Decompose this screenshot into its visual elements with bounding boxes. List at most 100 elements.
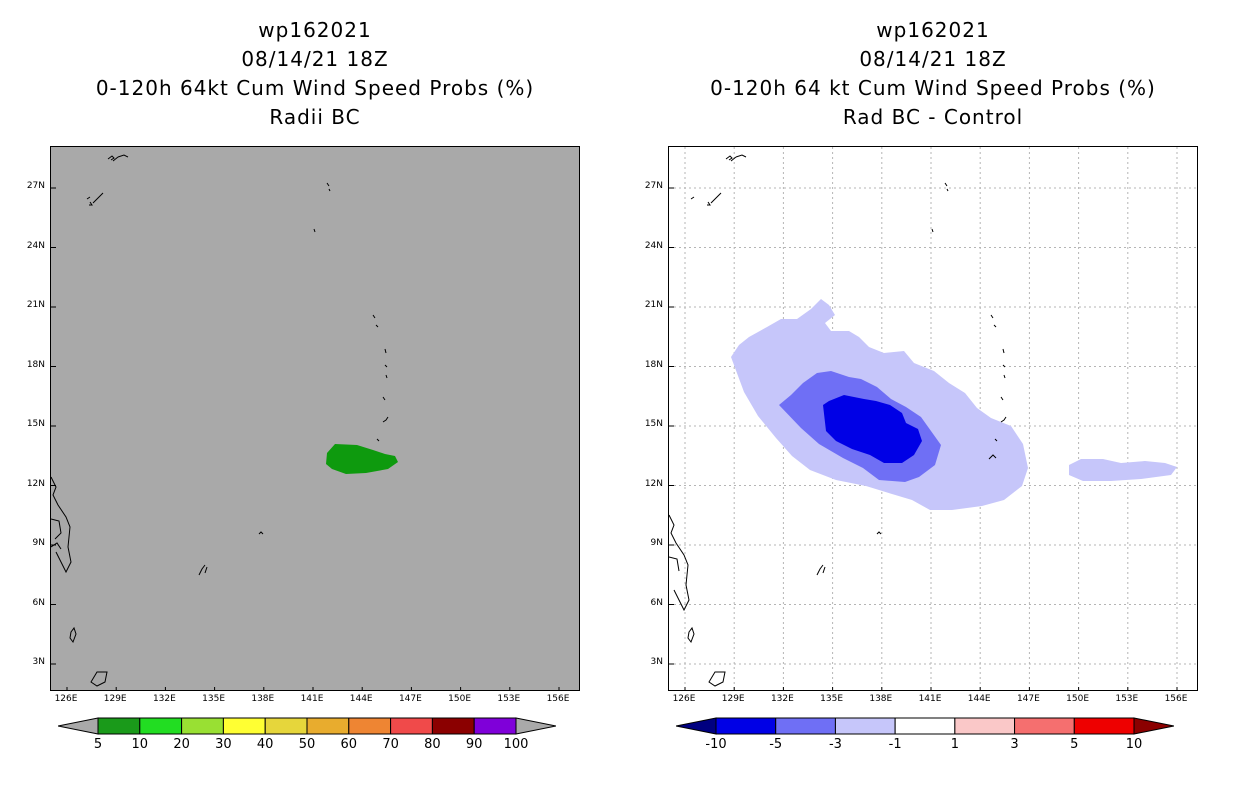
right-date: 08/14/21 18Z [859,47,1007,71]
right-lat-label: 3N [650,657,663,667]
right-lat-label: 21N [644,300,663,310]
right-colorbar-label: -5 [769,737,783,752]
left-colorbar-bin [139,717,183,735]
left-lon-label: 144E [349,694,373,704]
right-product-title: 0-120h 64 kt Cum Wind Speed Probs (%) [710,76,1156,100]
right-colorbar-bin [775,717,836,735]
left-lon-label: 153E [497,694,521,704]
right-colorbar-bin [715,717,777,735]
left-colorbar-label: 100 [503,737,529,752]
left-map-panel [50,146,580,691]
left-bonin-islands [313,182,331,233]
right-southern-islands [687,626,726,687]
right-lat-label: 24N [644,240,663,251]
right-colorbar-bin [894,717,956,735]
left-colorbar-bin [473,717,517,735]
right-colorbar-label: -1 [888,737,902,752]
left-colorbar-bin [181,717,224,735]
right-yap [876,531,882,535]
left-lon-label: 141E [300,694,324,704]
right-lon-label: 135E [820,694,844,704]
left-lon-label: 156E [546,694,570,704]
right-ryukyu-islands [690,154,747,206]
left-lon-label: 147E [398,694,422,704]
right-storm-id: wp162021 [876,18,990,42]
left-product-title: 0-120h 64kt Cum Wind Speed Probs (%) [95,76,535,100]
right-colorbar-label: 5 [1070,737,1079,752]
left-lat-label: 9N [32,538,45,548]
left-colorbar-bin [431,717,475,735]
right-lon-label: 147E [1016,694,1040,704]
left-colorbar-label: 40 [256,737,274,752]
right-colorbar-bin [834,717,896,735]
right-colorbar-label: 3 [1010,737,1019,752]
left-colorbar [58,717,556,735]
left-probability-area [326,444,398,474]
right-lon-label: 141E [918,694,942,704]
right-map-panel [668,146,1198,691]
right-title-block: wp162021 08/14/21 18Z 0-120h 64 kt Cum W… [668,16,1198,132]
left-colorbar-bin [222,717,266,735]
left-colorbar-label: 70 [382,737,399,752]
left-lat-label: 6N [32,597,45,608]
right-lon-label: 132E [770,694,794,704]
right-lon-label: 138E [869,694,893,704]
left-lon-label: 150E [448,694,472,704]
right-ticks [669,187,1178,690]
right-lon-label: 153E [1115,694,1139,704]
left-colorbar-bin [390,717,433,735]
right-lat-label: 18N [644,359,663,370]
left-colorbar-label: 10 [131,737,149,752]
left-colorbar-label: 80 [424,737,441,752]
left-lat-label: 15N [26,419,45,429]
right-colorbar-high-end [1133,717,1174,735]
right-lon-label: 126E [672,694,696,704]
left-yap [258,531,264,535]
left-lon-label: 132E [152,694,176,704]
right-colorbar-label: -3 [828,737,842,752]
right-marianas [988,314,1007,460]
left-colorbar-label: 50 [298,737,316,752]
left-colorbar-high-end [515,717,556,735]
left-philippines-coast [51,476,72,574]
left-lon-label: 129E [103,694,127,704]
left-lon-label: 126E [54,694,78,704]
right-gridlines [669,147,1197,690]
left-lat-label: 18N [26,359,45,370]
left-subtitle: Radii BC [269,105,361,129]
right-colorbar-bin [954,717,1016,735]
left-map-svg [51,154,560,690]
right-colorbar-label: 10 [1125,737,1143,752]
right-subtitle: Rad BC - Control [842,105,1024,129]
right-diff-light-area-east [1069,459,1177,481]
left-ryukyu-islands [86,154,129,206]
right-lat-label: 9N [650,538,663,548]
left-colorbar-label: 60 [340,737,358,752]
left-marianas [370,314,389,460]
right-colorbar-bin [1014,717,1075,735]
right-colorbar-bin [1073,717,1135,735]
right-colorbar-label: -10 [705,737,727,752]
left-colorbar-label: 90 [465,737,483,752]
left-colorbar-label: 20 [173,737,190,752]
left-ticks [51,187,560,690]
right-lon-label: 144E [967,694,991,704]
right-lat-label: 27N [644,181,663,191]
right-palau [816,564,826,576]
left-lat-label: 12N [26,478,45,489]
right-diff-dark-area [823,395,922,463]
right-colorbar-label: 1 [950,737,959,752]
left-lat-label: 24N [26,240,45,251]
right-map-svg [669,147,1197,690]
left-date: 08/14/21 18Z [241,47,389,71]
left-lon-label: 135E [202,694,226,704]
right-bonin-islands [931,182,949,233]
left-lat-label: 3N [32,657,45,667]
left-palau [198,564,208,576]
right-lon-label: 129E [721,694,745,704]
right-lat-label: 12N [644,478,663,489]
left-colorbar-bin [264,717,308,735]
left-colorbar-bin [348,717,392,735]
left-storm-id: wp162021 [258,18,372,42]
left-coastlines [51,154,389,687]
